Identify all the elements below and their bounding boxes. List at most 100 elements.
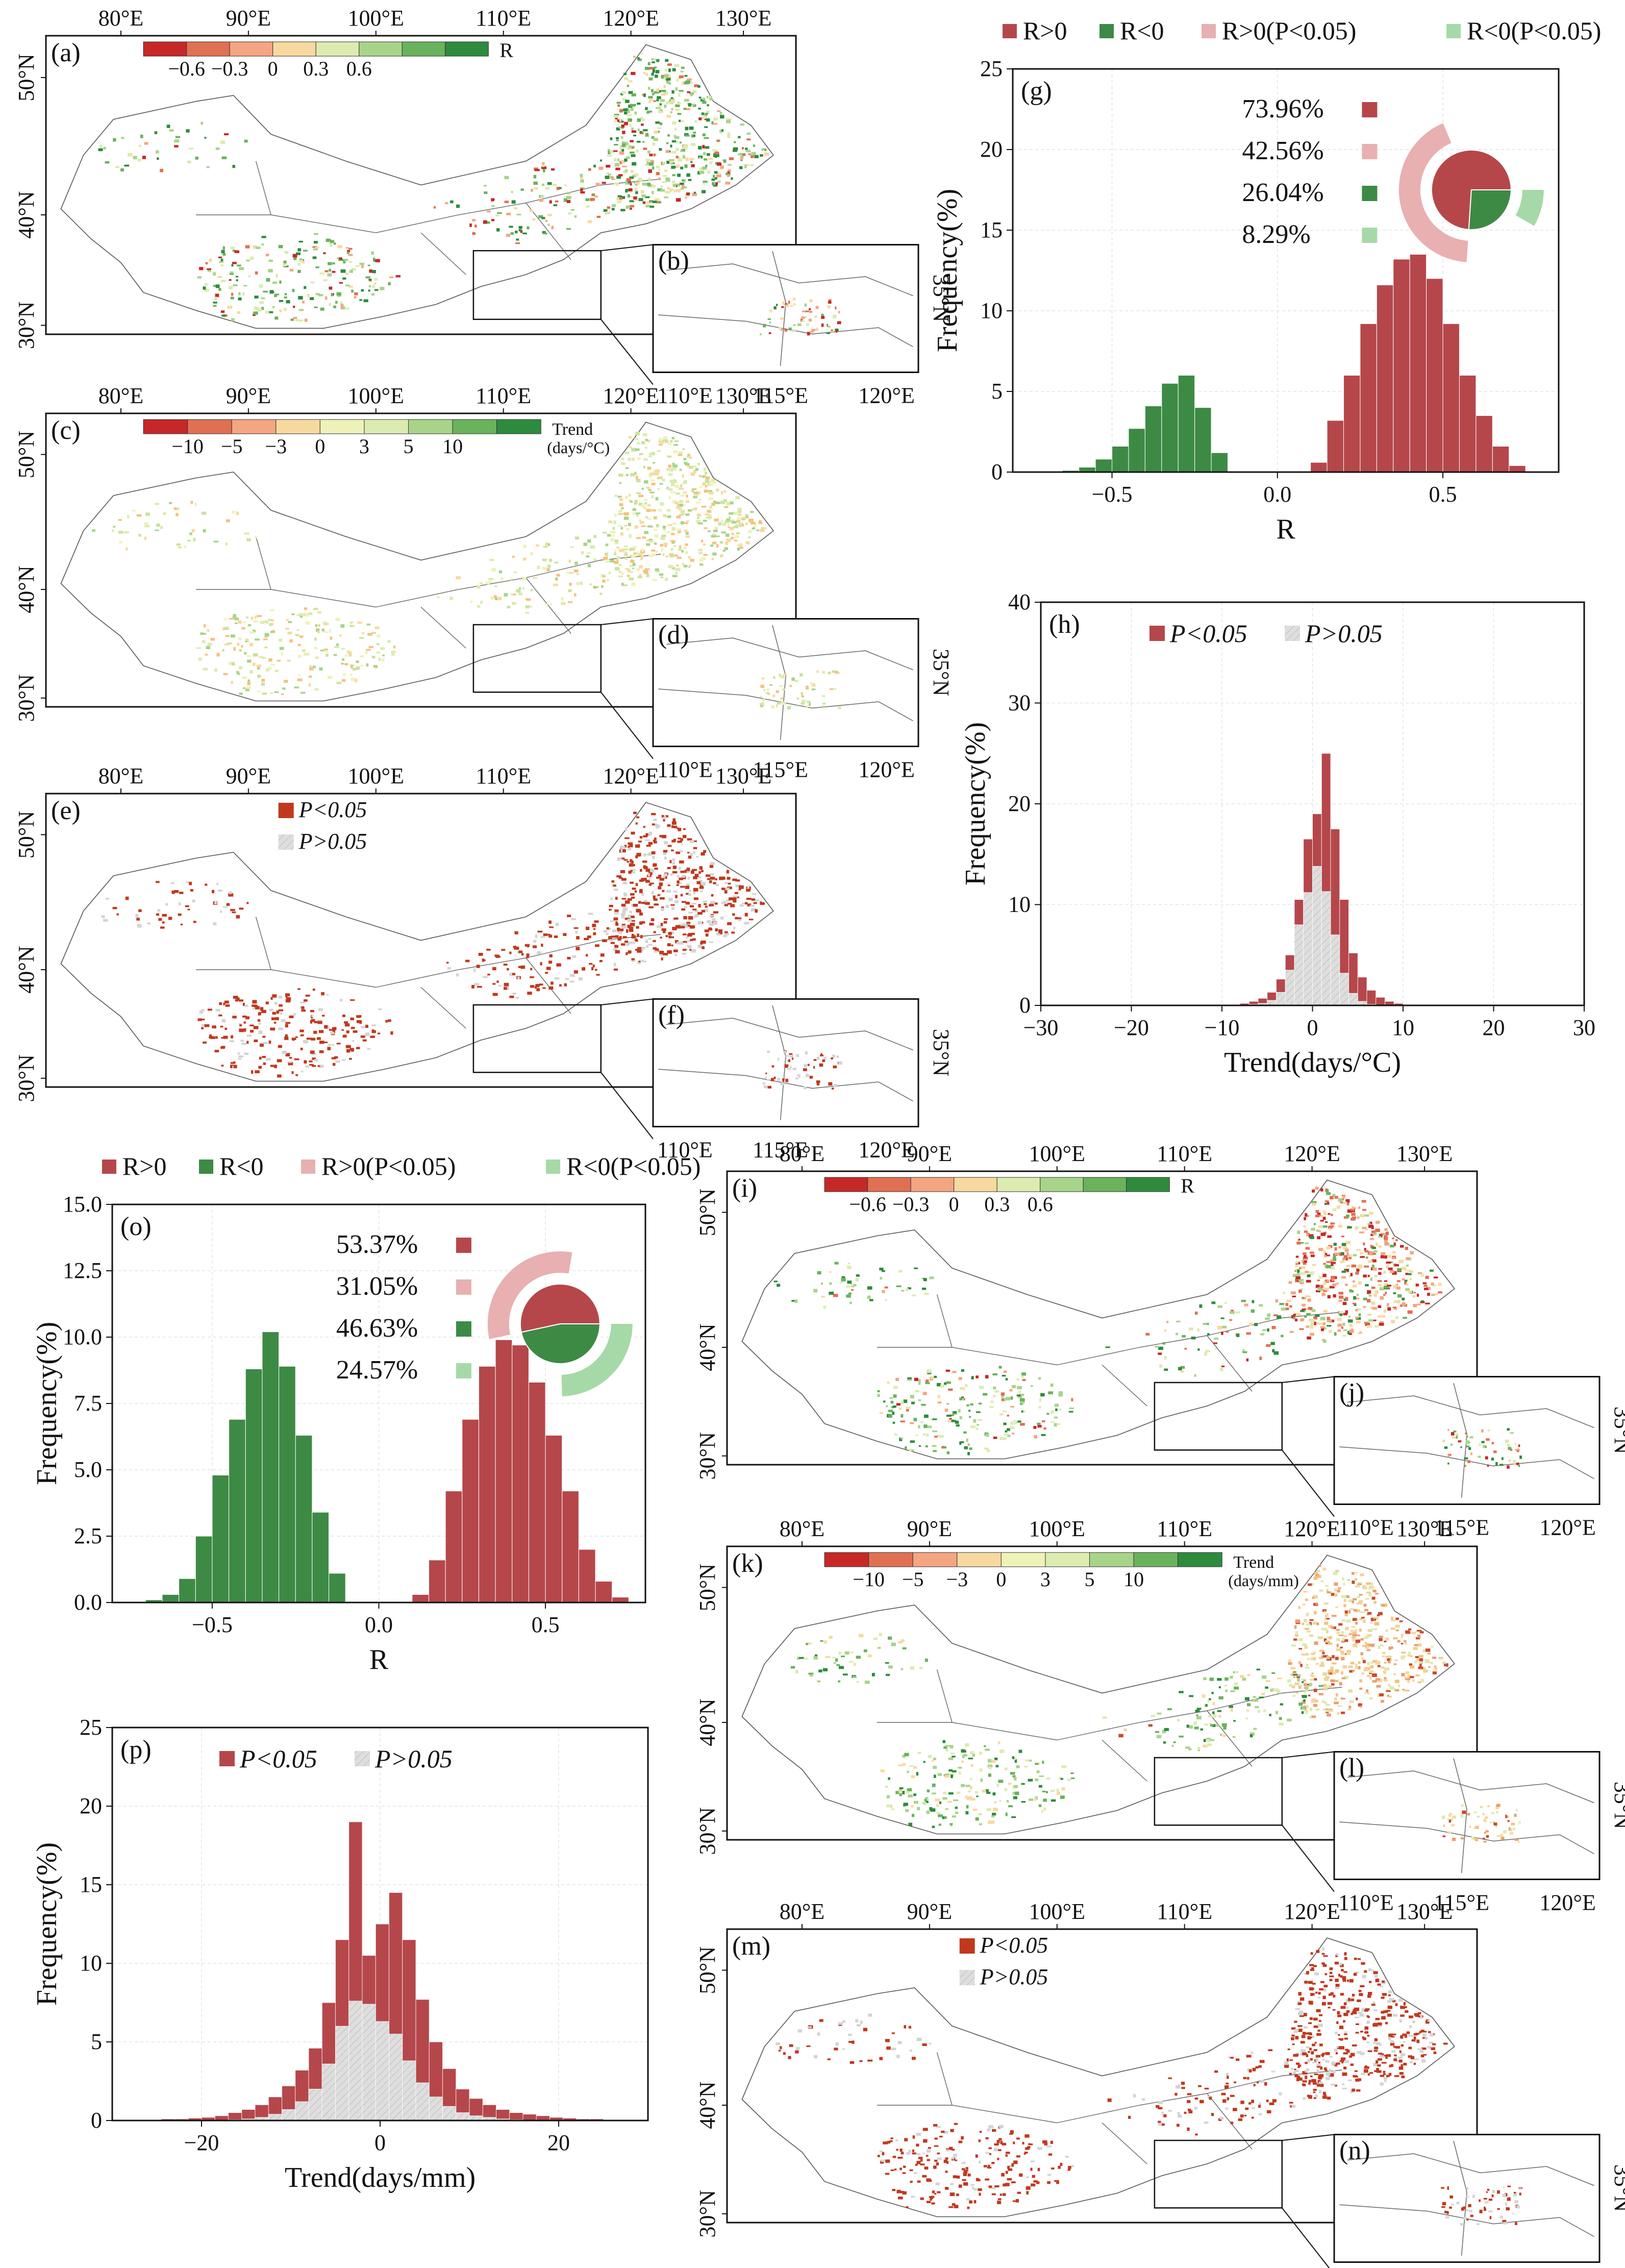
vegetation-pixel: [784, 1064, 788, 1068]
vegetation-pixel: [1340, 1260, 1345, 1263]
vegetation-pixel: [679, 451, 683, 454]
vegetation-pixel: [1263, 1709, 1266, 1712]
vegetation-pixel: [643, 835, 648, 837]
vegetation-pixel: [511, 593, 515, 596]
vegetation-pixel: [1396, 1287, 1401, 1290]
vegetation-pixel: [704, 118, 708, 120]
vegetation-pixel: [390, 1031, 393, 1035]
vegetation-pixel: [783, 673, 787, 676]
vegetation-pixel: [290, 318, 294, 321]
vegetation-pixel: [511, 191, 513, 193]
vegetation-pixel: [518, 226, 522, 229]
legend-swatch: [229, 41, 273, 57]
vegetation-pixel: [890, 1804, 892, 1808]
vegetation-pixel: [342, 679, 346, 682]
vegetation-pixel: [670, 440, 673, 442]
vegetation-pixel: [487, 973, 490, 976]
vegetation-pixel: [1352, 1598, 1357, 1600]
vegetation-pixel: [656, 570, 660, 572]
vegetation-pixel: [955, 1420, 959, 1424]
vegetation-pixel: [733, 895, 738, 898]
vegetation-pixel: [635, 822, 638, 825]
vegetation-pixel: [310, 1009, 314, 1013]
vegetation-pixel: [1371, 1265, 1374, 1268]
vegetation-pixel: [1050, 1383, 1054, 1387]
vegetation-pixel: [312, 246, 317, 248]
legend-swatch: [408, 419, 453, 434]
vegetation-pixel: [611, 208, 615, 211]
vegetation-pixel: [156, 881, 160, 883]
vegetation-pixel: [295, 319, 299, 322]
vegetation-pixel: [966, 1805, 969, 1809]
vegetation-pixel: [579, 977, 583, 981]
vegetation-pixel: [724, 904, 729, 906]
vegetation-pixel: [1375, 1593, 1379, 1595]
vegetation-pixel: [630, 881, 634, 884]
vegetation-pixel: [340, 304, 344, 307]
vegetation-pixel: [1453, 1431, 1457, 1433]
vegetation-pixel: [1365, 1323, 1370, 1326]
vegetation-pixel: [1384, 1240, 1388, 1243]
vegetation-pixel: [899, 1793, 902, 1796]
vegetation-pixel: [731, 177, 733, 180]
inset-connector: [1282, 1449, 1335, 1517]
vegetation-pixel: [1425, 1275, 1429, 1279]
vegetation-pixel: [708, 530, 711, 532]
vegetation-pixel: [1023, 1410, 1026, 1413]
vegetation-pixel: [963, 1754, 967, 1757]
vegetation-pixel: [586, 552, 589, 555]
vegetation-pixel: [1325, 1188, 1328, 1191]
vegetation-pixel: [371, 1024, 377, 1026]
vegetation-pixel: [227, 306, 233, 309]
vegetation-pixel: [1291, 1685, 1295, 1689]
vegetation-pixel: [552, 184, 557, 186]
vegetation-pixel: [674, 954, 678, 956]
vegetation-pixel: [1009, 1389, 1013, 1392]
vegetation-pixel: [1403, 1317, 1407, 1319]
vegetation-pixel: [535, 544, 539, 547]
vegetation-pixel: [641, 525, 646, 527]
vegetation-pixel: [1308, 2051, 1310, 2053]
legend-swatch: [272, 41, 316, 57]
vegetation-pixel: [1339, 2026, 1344, 2029]
vegetation-pixel: [1302, 1681, 1304, 1683]
vegetation-pixel: [549, 603, 553, 605]
vegetation-pixel: [707, 516, 712, 519]
vegetation-pixel: [725, 182, 731, 185]
vegetation-pixel: [748, 530, 752, 533]
vegetation-pixel: [705, 513, 710, 516]
vegetation-pixel: [619, 197, 623, 200]
vegetation-pixel: [988, 1820, 991, 1824]
vegetation-pixel: [1346, 1265, 1351, 1268]
vegetation-pixel: [224, 1000, 229, 1004]
vegetation-pixel: [1374, 1290, 1378, 1294]
vegetation-pixel: [222, 906, 228, 908]
vegetation-pixel: [1335, 1570, 1339, 1572]
vegetation-pixel: [652, 191, 654, 194]
vegetation-pixel: [685, 531, 689, 535]
vegetation-pixel: [569, 572, 573, 574]
vegetation-pixel: [763, 324, 766, 328]
vegetation-pixel: [314, 1021, 318, 1023]
vegetation-pixel: [751, 898, 756, 901]
vegetation-pixel: [1428, 1666, 1431, 1668]
vegetation-pixel: [1407, 1310, 1413, 1314]
vegetation-pixel: [1410, 1251, 1414, 1254]
vegetation-pixel: [721, 877, 726, 880]
vegetation-pixel: [1373, 1319, 1377, 1321]
vegetation-pixel: [1315, 1215, 1320, 1218]
vegetation-pixel: [257, 615, 262, 617]
province-boundary: [376, 577, 526, 608]
vegetation-pixel: [1393, 1673, 1396, 1675]
vegetation-pixel: [762, 149, 765, 152]
vegetation-pixel: [511, 602, 516, 605]
vegetation-pixel: [587, 220, 592, 224]
vegetation-pixel: [735, 512, 738, 515]
vegetation-pixel: [281, 652, 284, 656]
vegetation-pixel: [637, 58, 642, 61]
vegetation-pixel: [1213, 1337, 1219, 1340]
vegetation-pixel: [1212, 1711, 1215, 1714]
vegetation-pixel: [1067, 1779, 1071, 1781]
vegetation-pixel: [1249, 1734, 1253, 1738]
vegetation-pixel: [728, 516, 731, 519]
